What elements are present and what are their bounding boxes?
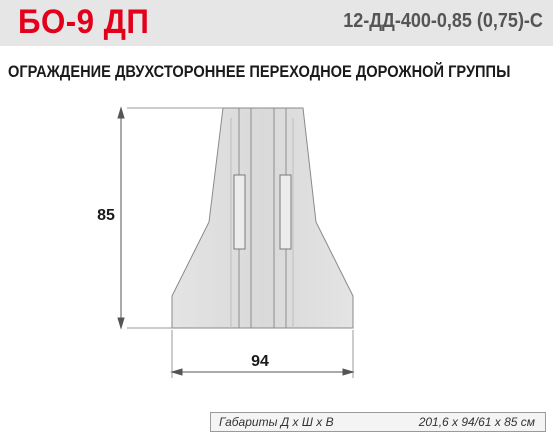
header-bar — [0, 0, 553, 46]
width-label: 94 — [251, 353, 269, 370]
slot-left — [233, 174, 246, 250]
slot-right — [279, 174, 292, 250]
width-dimension — [170, 330, 355, 378]
product-title: ОГРАЖДЕНИЕ ДВУХСТОРОННЕЕ ПЕРЕХОДНОЕ ДОРО… — [8, 62, 511, 81]
spec-code: 12-ДД-400-0,85 (0,75)-С — [343, 10, 543, 32]
dimensions-box: Габариты Д х Ш х В 201,6 х 94/61 х 85 см — [210, 412, 546, 432]
height-dimension — [117, 106, 223, 330]
height-label: 85 — [97, 207, 115, 224]
model-code: БО-9 ДП — [18, 3, 150, 41]
barrier-outline — [171, 107, 354, 329]
dimensions-value: 201,6 х 94/61 х 85 см — [418, 415, 535, 429]
dimensions-label: Габариты Д х Ш х В — [219, 415, 334, 429]
